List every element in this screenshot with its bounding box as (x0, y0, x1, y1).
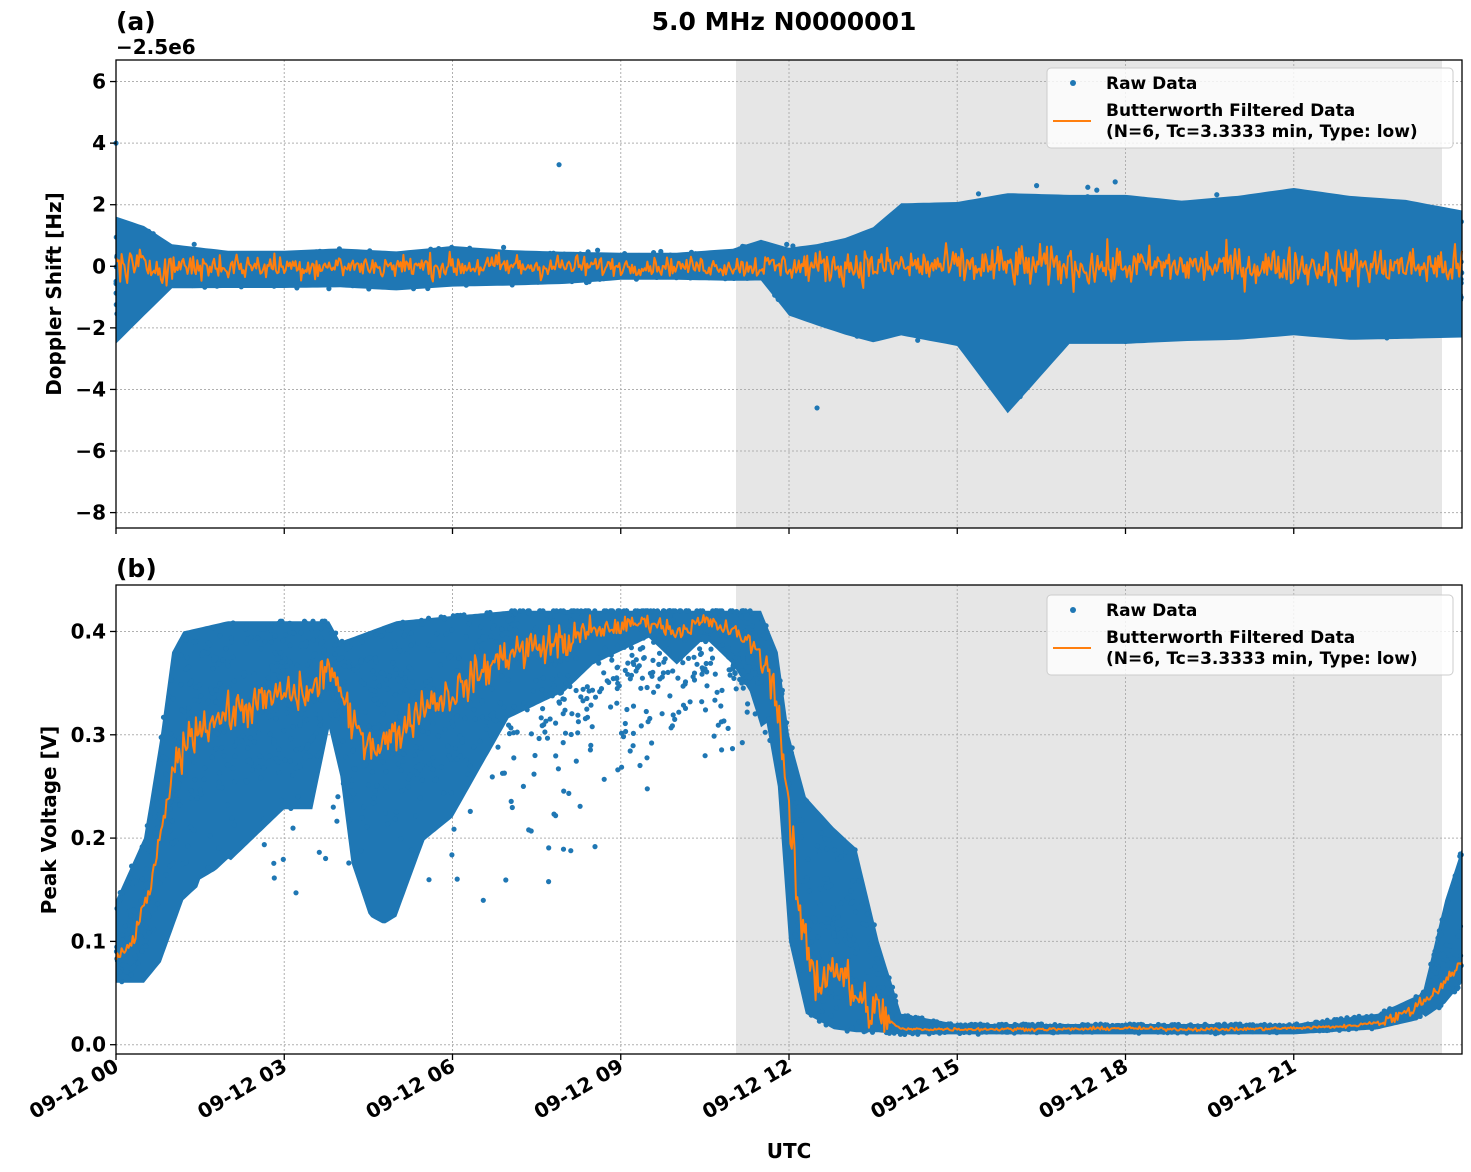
legend-raw-marker-icon (1070, 607, 1076, 613)
panel-b-axes: 0.4 0.3 0.2 0.1 0.0 Peak Voltage [V] Raw Dat… (37, 584, 1464, 1060)
panel-a-filtered-line (115, 238, 1463, 293)
legend-filtered-label-2: (N=6, Tc=3.3333 min, Type: low) (1106, 122, 1418, 142)
y-tick-label: 0.0 (71, 1033, 106, 1057)
legend-raw-label: Raw Data (1106, 74, 1197, 94)
legend-filtered-label-2: (N=6, Tc=3.3333 min, Type: low) (1106, 649, 1418, 669)
panel-a-axes: 6 4 2 0 −2 −4 −6 −8 Doppler Shift [Hz] Raw Data… (42, 59, 1465, 534)
legend-filtered-label-1: Butterworth Filtered Data (1106, 101, 1355, 121)
x-tick-label: 09-12 09 (530, 1054, 628, 1124)
x-tick-label: 09-12 03 (193, 1054, 291, 1124)
x-tick-label: 09-12 18 (1034, 1054, 1132, 1124)
y-tick-label: 0.4 (71, 619, 106, 643)
legend-filtered-label-1: Butterworth Filtered Data (1106, 628, 1355, 648)
x-axis-label: UTC (767, 1139, 812, 1163)
y-tick-label: 0.2 (71, 826, 106, 850)
panel-a-raw-data-points (113, 140, 1465, 414)
panel-a-legend: Raw Data Butterworth Filtered Data (N=6,… (1046, 67, 1454, 149)
y-tick-label: 2 (92, 193, 106, 217)
panel-b-ylabel: Peak Voltage [V] (37, 726, 61, 915)
y-tick-label: 6 (92, 70, 106, 94)
x-tick-label: 09-12 15 (866, 1054, 964, 1124)
y-tick-label: −4 (75, 377, 106, 401)
x-tick-label: 09-12 12 (698, 1054, 796, 1124)
legend-raw-marker-icon (1070, 80, 1076, 86)
y-tick-label: 0 (92, 254, 106, 278)
x-tick-label: 09-12 06 (361, 1054, 459, 1124)
y-tick-label: −6 (75, 439, 106, 463)
panel-a-y-ticks: 6 4 2 0 −2 −4 −6 −8 (75, 70, 116, 525)
panel-a-label: (a) (116, 7, 156, 36)
y-tick-label: 0.3 (71, 723, 106, 747)
panel-b-x-ticks (115, 1054, 1295, 1060)
x-tick-label: 09-12 00 (25, 1054, 123, 1124)
panel-a-x-ticks (115, 528, 1295, 534)
y-tick-label: −2 (75, 316, 106, 340)
x-tick-labels: 09-12 00 09-12 03 09-12 06 09-12 09 09-12 12… (25, 1054, 1300, 1124)
panel-a-offset-text: −2.5e6 (116, 35, 196, 59)
figure-title: 5.0 MHz N0000001 (652, 7, 917, 36)
legend-raw-label: Raw Data (1106, 601, 1197, 621)
panel-a-ylabel: Doppler Shift [Hz] (42, 192, 66, 396)
y-tick-label: 4 (92, 131, 106, 155)
y-tick-label: −8 (75, 501, 106, 525)
panel-b-filtered-line (115, 614, 1463, 1033)
panel-b-y-ticks: 0.4 0.3 0.2 0.1 0.0 (71, 619, 116, 1057)
x-tick-label: 09-12 21 (1203, 1054, 1301, 1124)
y-tick-label: 0.1 (71, 929, 106, 953)
panel-b-legend: Raw Data Butterworth Filtered Data (N=6,… (1046, 594, 1454, 676)
panel-b-label: (b) (116, 554, 157, 583)
